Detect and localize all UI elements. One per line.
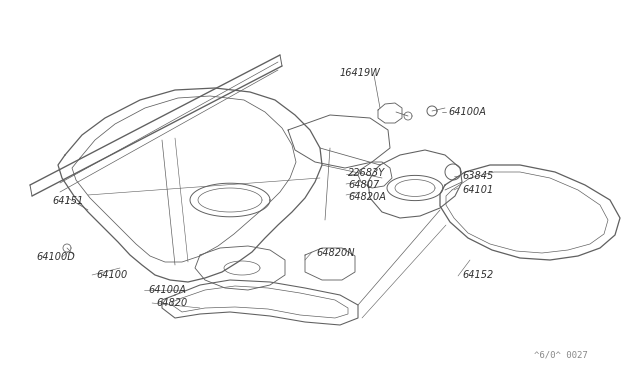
Text: 64820A: 64820A xyxy=(348,192,386,202)
Text: 64151: 64151 xyxy=(52,196,83,206)
Text: 64100A: 64100A xyxy=(448,107,486,117)
Text: 64820N: 64820N xyxy=(316,248,355,258)
Text: 63845: 63845 xyxy=(462,171,493,181)
Text: 16419W: 16419W xyxy=(340,68,381,78)
Text: ^6/0^ 0027: ^6/0^ 0027 xyxy=(534,351,588,360)
Text: 64101: 64101 xyxy=(462,185,493,195)
Text: 64100D: 64100D xyxy=(36,252,75,262)
Text: 64820: 64820 xyxy=(156,298,188,308)
Text: 64807: 64807 xyxy=(348,180,380,190)
Text: 64152: 64152 xyxy=(462,270,493,280)
Text: 64100: 64100 xyxy=(96,270,127,280)
Text: 64100A: 64100A xyxy=(148,285,186,295)
Text: 22683Y: 22683Y xyxy=(348,168,385,178)
